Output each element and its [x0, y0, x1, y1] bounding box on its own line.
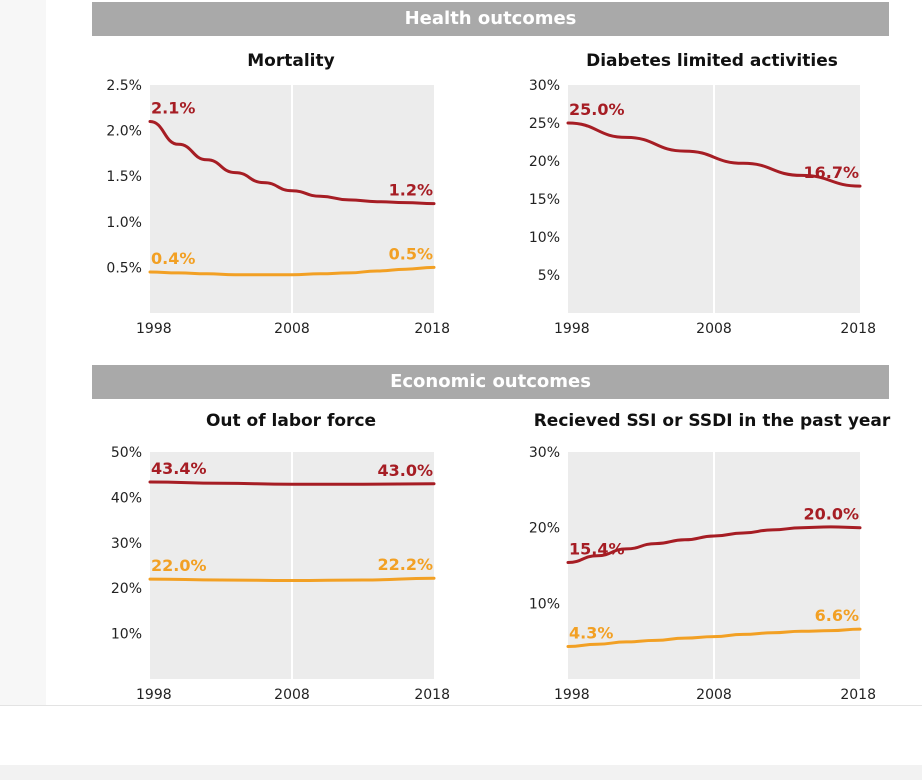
y-tick-label: 20%	[529, 154, 560, 170]
data-label: 25.0%	[569, 100, 625, 119]
x-tick-label: 2018	[840, 321, 876, 337]
chart-3: Recieved SSI or SSDI in the past year 30%…	[529, 411, 891, 703]
page-footer-bar	[0, 765, 922, 780]
y-tick-label: 0.5%	[106, 260, 142, 276]
data-label: 20.0%	[803, 505, 859, 524]
x-tick-label: 2008	[696, 321, 732, 337]
data-label: 1.2%	[389, 181, 433, 200]
data-label: 43.4%	[151, 459, 207, 478]
chart-2: Out of labor force 50% 40% 30% 20% 10% 1998 200…	[111, 411, 450, 703]
chart-1: Diabetes limited activities 30% 25% 20% 15% 1…	[529, 51, 876, 337]
y-tick-label: 30%	[529, 78, 560, 94]
x-tick-label: 1998	[554, 687, 590, 703]
y-tick-label: 1.0%	[106, 215, 142, 231]
y-tick-label: 20%	[529, 521, 560, 537]
chart-0: Mortality 2.5% 2.0% 1.5% 1.0% 0.5% 1998 2008 201…	[106, 51, 450, 337]
x-tick-label: 1998	[136, 687, 172, 703]
data-label: 43.0%	[377, 461, 433, 480]
chart-title: Recieved SSI or SSDI in the past year	[534, 411, 891, 431]
x-tick-label: 2008	[274, 687, 310, 703]
series-line	[148, 480, 436, 486]
y-tick-label: 2.0%	[106, 124, 142, 140]
y-tick-label: 40%	[111, 490, 142, 506]
series-line	[148, 120, 436, 206]
series-line	[566, 121, 862, 188]
data-label: 0.4%	[151, 249, 195, 268]
y-tick-label: 10%	[111, 627, 142, 643]
y-tick-label: 10%	[529, 596, 560, 612]
data-label: 22.2%	[377, 555, 433, 574]
data-label: 4.3%	[569, 623, 613, 642]
y-tick-label: 10%	[529, 230, 560, 246]
chart-title: Diabetes limited activities	[586, 51, 838, 71]
series-line	[148, 265, 436, 277]
data-label: 6.6%	[815, 606, 859, 625]
series-line	[148, 576, 436, 583]
y-tick-label: 1.5%	[106, 169, 142, 185]
x-tick-label: 1998	[554, 321, 590, 337]
series-line	[566, 525, 862, 564]
section-header-health: Health outcomes	[92, 2, 889, 36]
y-tick-label: 15%	[529, 192, 560, 208]
y-tick-label: 30%	[529, 445, 560, 461]
x-tick-label: 1998	[136, 321, 172, 337]
x-tick-label: 2018	[414, 687, 450, 703]
x-tick-label: 2018	[840, 687, 876, 703]
y-tick-label: 30%	[111, 536, 142, 552]
left-margin-strip	[0, 0, 46, 705]
data-label: 2.1%	[151, 98, 195, 117]
chart-title: Mortality	[247, 51, 334, 71]
y-tick-label: 25%	[529, 116, 560, 132]
y-tick-label: 20%	[111, 581, 142, 597]
data-label: 22.0%	[151, 556, 207, 575]
page-divider	[0, 705, 922, 706]
x-tick-label: 2018	[414, 321, 450, 337]
x-tick-label: 2008	[274, 321, 310, 337]
data-label: 0.5%	[389, 244, 433, 263]
y-tick-label: 5%	[538, 268, 560, 284]
x-tick-label: 2008	[696, 687, 732, 703]
chart-title: Out of labor force	[206, 411, 376, 431]
series-line	[566, 627, 862, 648]
section-header-economic: Economic outcomes	[92, 365, 889, 399]
data-label: 15.4%	[569, 539, 625, 558]
y-tick-label: 50%	[111, 445, 142, 461]
y-tick-label: 2.5%	[106, 78, 142, 94]
data-label: 16.7%	[803, 163, 859, 182]
